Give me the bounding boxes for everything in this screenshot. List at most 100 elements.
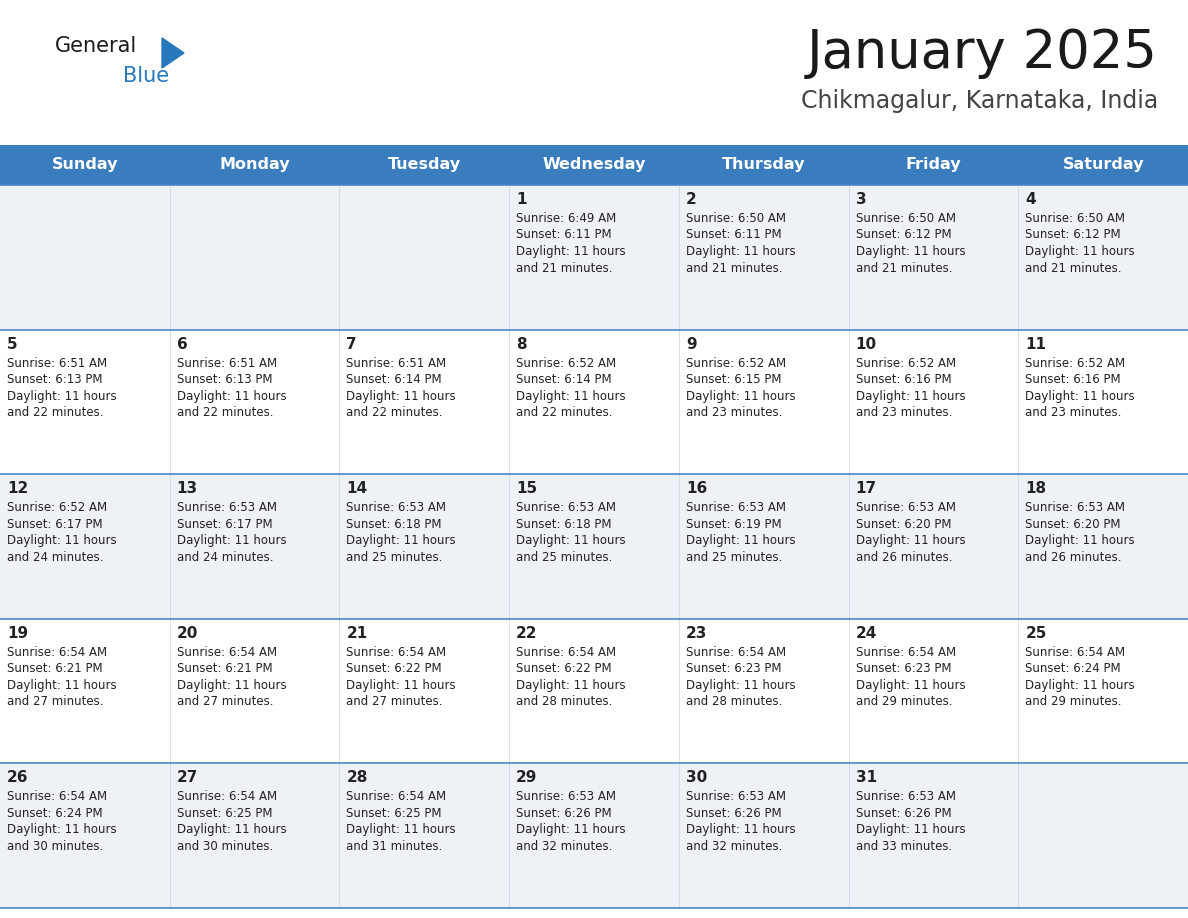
Text: Sunset: 6:23 PM: Sunset: 6:23 PM [685, 662, 782, 676]
Text: Daylight: 11 hours: Daylight: 11 hours [1025, 534, 1135, 547]
Text: Sunrise: 6:53 AM: Sunrise: 6:53 AM [516, 790, 617, 803]
Text: Sunrise: 6:54 AM: Sunrise: 6:54 AM [347, 645, 447, 659]
Text: Daylight: 11 hours: Daylight: 11 hours [685, 245, 796, 258]
Text: Sunset: 6:14 PM: Sunset: 6:14 PM [347, 373, 442, 386]
Text: and 23 minutes.: and 23 minutes. [685, 406, 782, 420]
Text: Sunrise: 6:53 AM: Sunrise: 6:53 AM [1025, 501, 1125, 514]
Text: Daylight: 11 hours: Daylight: 11 hours [1025, 678, 1135, 692]
Text: Sunset: 6:16 PM: Sunset: 6:16 PM [855, 373, 952, 386]
Text: Sunrise: 6:52 AM: Sunrise: 6:52 AM [516, 356, 617, 370]
Text: Monday: Monday [220, 158, 290, 173]
Text: 9: 9 [685, 337, 696, 352]
Text: Sunset: 6:25 PM: Sunset: 6:25 PM [347, 807, 442, 820]
Text: Sunset: 6:26 PM: Sunset: 6:26 PM [685, 807, 782, 820]
Text: and 22 minutes.: and 22 minutes. [7, 406, 103, 420]
Text: Daylight: 11 hours: Daylight: 11 hours [516, 823, 626, 836]
Text: Daylight: 11 hours: Daylight: 11 hours [685, 678, 796, 692]
Text: Sunset: 6:18 PM: Sunset: 6:18 PM [516, 518, 612, 531]
Text: Sunset: 6:17 PM: Sunset: 6:17 PM [177, 518, 272, 531]
Text: Sunrise: 6:51 AM: Sunrise: 6:51 AM [7, 356, 107, 370]
Text: and 27 minutes.: and 27 minutes. [7, 695, 103, 709]
Bar [678, 185, 848, 330]
Text: Sunset: 6:20 PM: Sunset: 6:20 PM [855, 518, 952, 531]
Text: Daylight: 11 hours: Daylight: 11 hours [7, 678, 116, 692]
Text: 24: 24 [855, 626, 877, 641]
Text: and 24 minutes.: and 24 minutes. [177, 551, 273, 564]
Text: Sunrise: 6:53 AM: Sunrise: 6:53 AM [685, 501, 785, 514]
Text: 30: 30 [685, 770, 707, 786]
Bar [848, 330, 1018, 475]
Bar [848, 185, 1018, 330]
Text: 17: 17 [855, 481, 877, 497]
Text: Sunrise: 6:53 AM: Sunrise: 6:53 AM [855, 790, 955, 803]
Bar [340, 185, 510, 330]
Text: Daylight: 11 hours: Daylight: 11 hours [516, 534, 626, 547]
Text: Daylight: 11 hours: Daylight: 11 hours [7, 389, 116, 403]
Bar [170, 145, 340, 185]
Text: and 24 minutes.: and 24 minutes. [7, 551, 103, 564]
Bar [510, 764, 678, 908]
Bar [340, 330, 510, 475]
Text: Sunrise: 6:52 AM: Sunrise: 6:52 AM [1025, 356, 1125, 370]
Text: 5: 5 [7, 337, 18, 352]
Text: and 21 minutes.: and 21 minutes. [685, 262, 783, 274]
Text: 15: 15 [516, 481, 537, 497]
Text: Daylight: 11 hours: Daylight: 11 hours [516, 678, 626, 692]
Text: and 31 minutes.: and 31 minutes. [347, 840, 443, 853]
Text: Friday: Friday [905, 158, 961, 173]
Text: and 28 minutes.: and 28 minutes. [685, 695, 782, 709]
Bar [678, 330, 848, 475]
Text: and 26 minutes.: and 26 minutes. [1025, 551, 1121, 564]
Text: 26: 26 [7, 770, 29, 786]
Text: and 21 minutes.: and 21 minutes. [516, 262, 613, 274]
Text: Sunrise: 6:54 AM: Sunrise: 6:54 AM [516, 645, 617, 659]
Text: Sunrise: 6:52 AM: Sunrise: 6:52 AM [685, 356, 786, 370]
Text: Sunset: 6:21 PM: Sunset: 6:21 PM [177, 662, 272, 676]
Text: Blue: Blue [124, 66, 169, 86]
Bar [170, 619, 340, 764]
Text: 6: 6 [177, 337, 188, 352]
Bar [510, 619, 678, 764]
Text: and 28 minutes.: and 28 minutes. [516, 695, 613, 709]
Bar [1018, 619, 1188, 764]
Bar [1018, 145, 1188, 185]
Bar [678, 145, 848, 185]
Text: Sunrise: 6:54 AM: Sunrise: 6:54 AM [7, 790, 107, 803]
Text: Sunrise: 6:53 AM: Sunrise: 6:53 AM [177, 501, 277, 514]
Text: 11: 11 [1025, 337, 1047, 352]
Text: Sunday: Sunday [51, 158, 118, 173]
Bar [848, 475, 1018, 619]
Bar [0, 619, 170, 764]
Bar [848, 145, 1018, 185]
Text: and 33 minutes.: and 33 minutes. [855, 840, 952, 853]
Text: 8: 8 [516, 337, 526, 352]
Text: 1: 1 [516, 192, 526, 207]
Text: Daylight: 11 hours: Daylight: 11 hours [1025, 245, 1135, 258]
Text: Sunset: 6:22 PM: Sunset: 6:22 PM [516, 662, 612, 676]
Text: 10: 10 [855, 337, 877, 352]
Text: and 25 minutes.: and 25 minutes. [347, 551, 443, 564]
Text: Daylight: 11 hours: Daylight: 11 hours [685, 534, 796, 547]
Text: Sunset: 6:13 PM: Sunset: 6:13 PM [7, 373, 102, 386]
Text: Daylight: 11 hours: Daylight: 11 hours [516, 389, 626, 403]
Bar [1018, 330, 1188, 475]
Bar [678, 619, 848, 764]
Text: 19: 19 [7, 626, 29, 641]
Text: 31: 31 [855, 770, 877, 786]
Bar [510, 185, 678, 330]
Bar [340, 475, 510, 619]
Text: Sunset: 6:24 PM: Sunset: 6:24 PM [1025, 662, 1121, 676]
Text: 4: 4 [1025, 192, 1036, 207]
Bar [510, 330, 678, 475]
Text: Sunset: 6:12 PM: Sunset: 6:12 PM [855, 229, 952, 241]
Text: Sunset: 6:24 PM: Sunset: 6:24 PM [7, 807, 102, 820]
Text: and 22 minutes.: and 22 minutes. [516, 406, 613, 420]
Bar [340, 764, 510, 908]
Text: Sunrise: 6:51 AM: Sunrise: 6:51 AM [347, 356, 447, 370]
Text: 27: 27 [177, 770, 198, 786]
Text: 2: 2 [685, 192, 696, 207]
Text: Sunset: 6:12 PM: Sunset: 6:12 PM [1025, 229, 1121, 241]
Text: Sunset: 6:19 PM: Sunset: 6:19 PM [685, 518, 782, 531]
Text: 21: 21 [347, 626, 367, 641]
Text: and 23 minutes.: and 23 minutes. [855, 406, 952, 420]
